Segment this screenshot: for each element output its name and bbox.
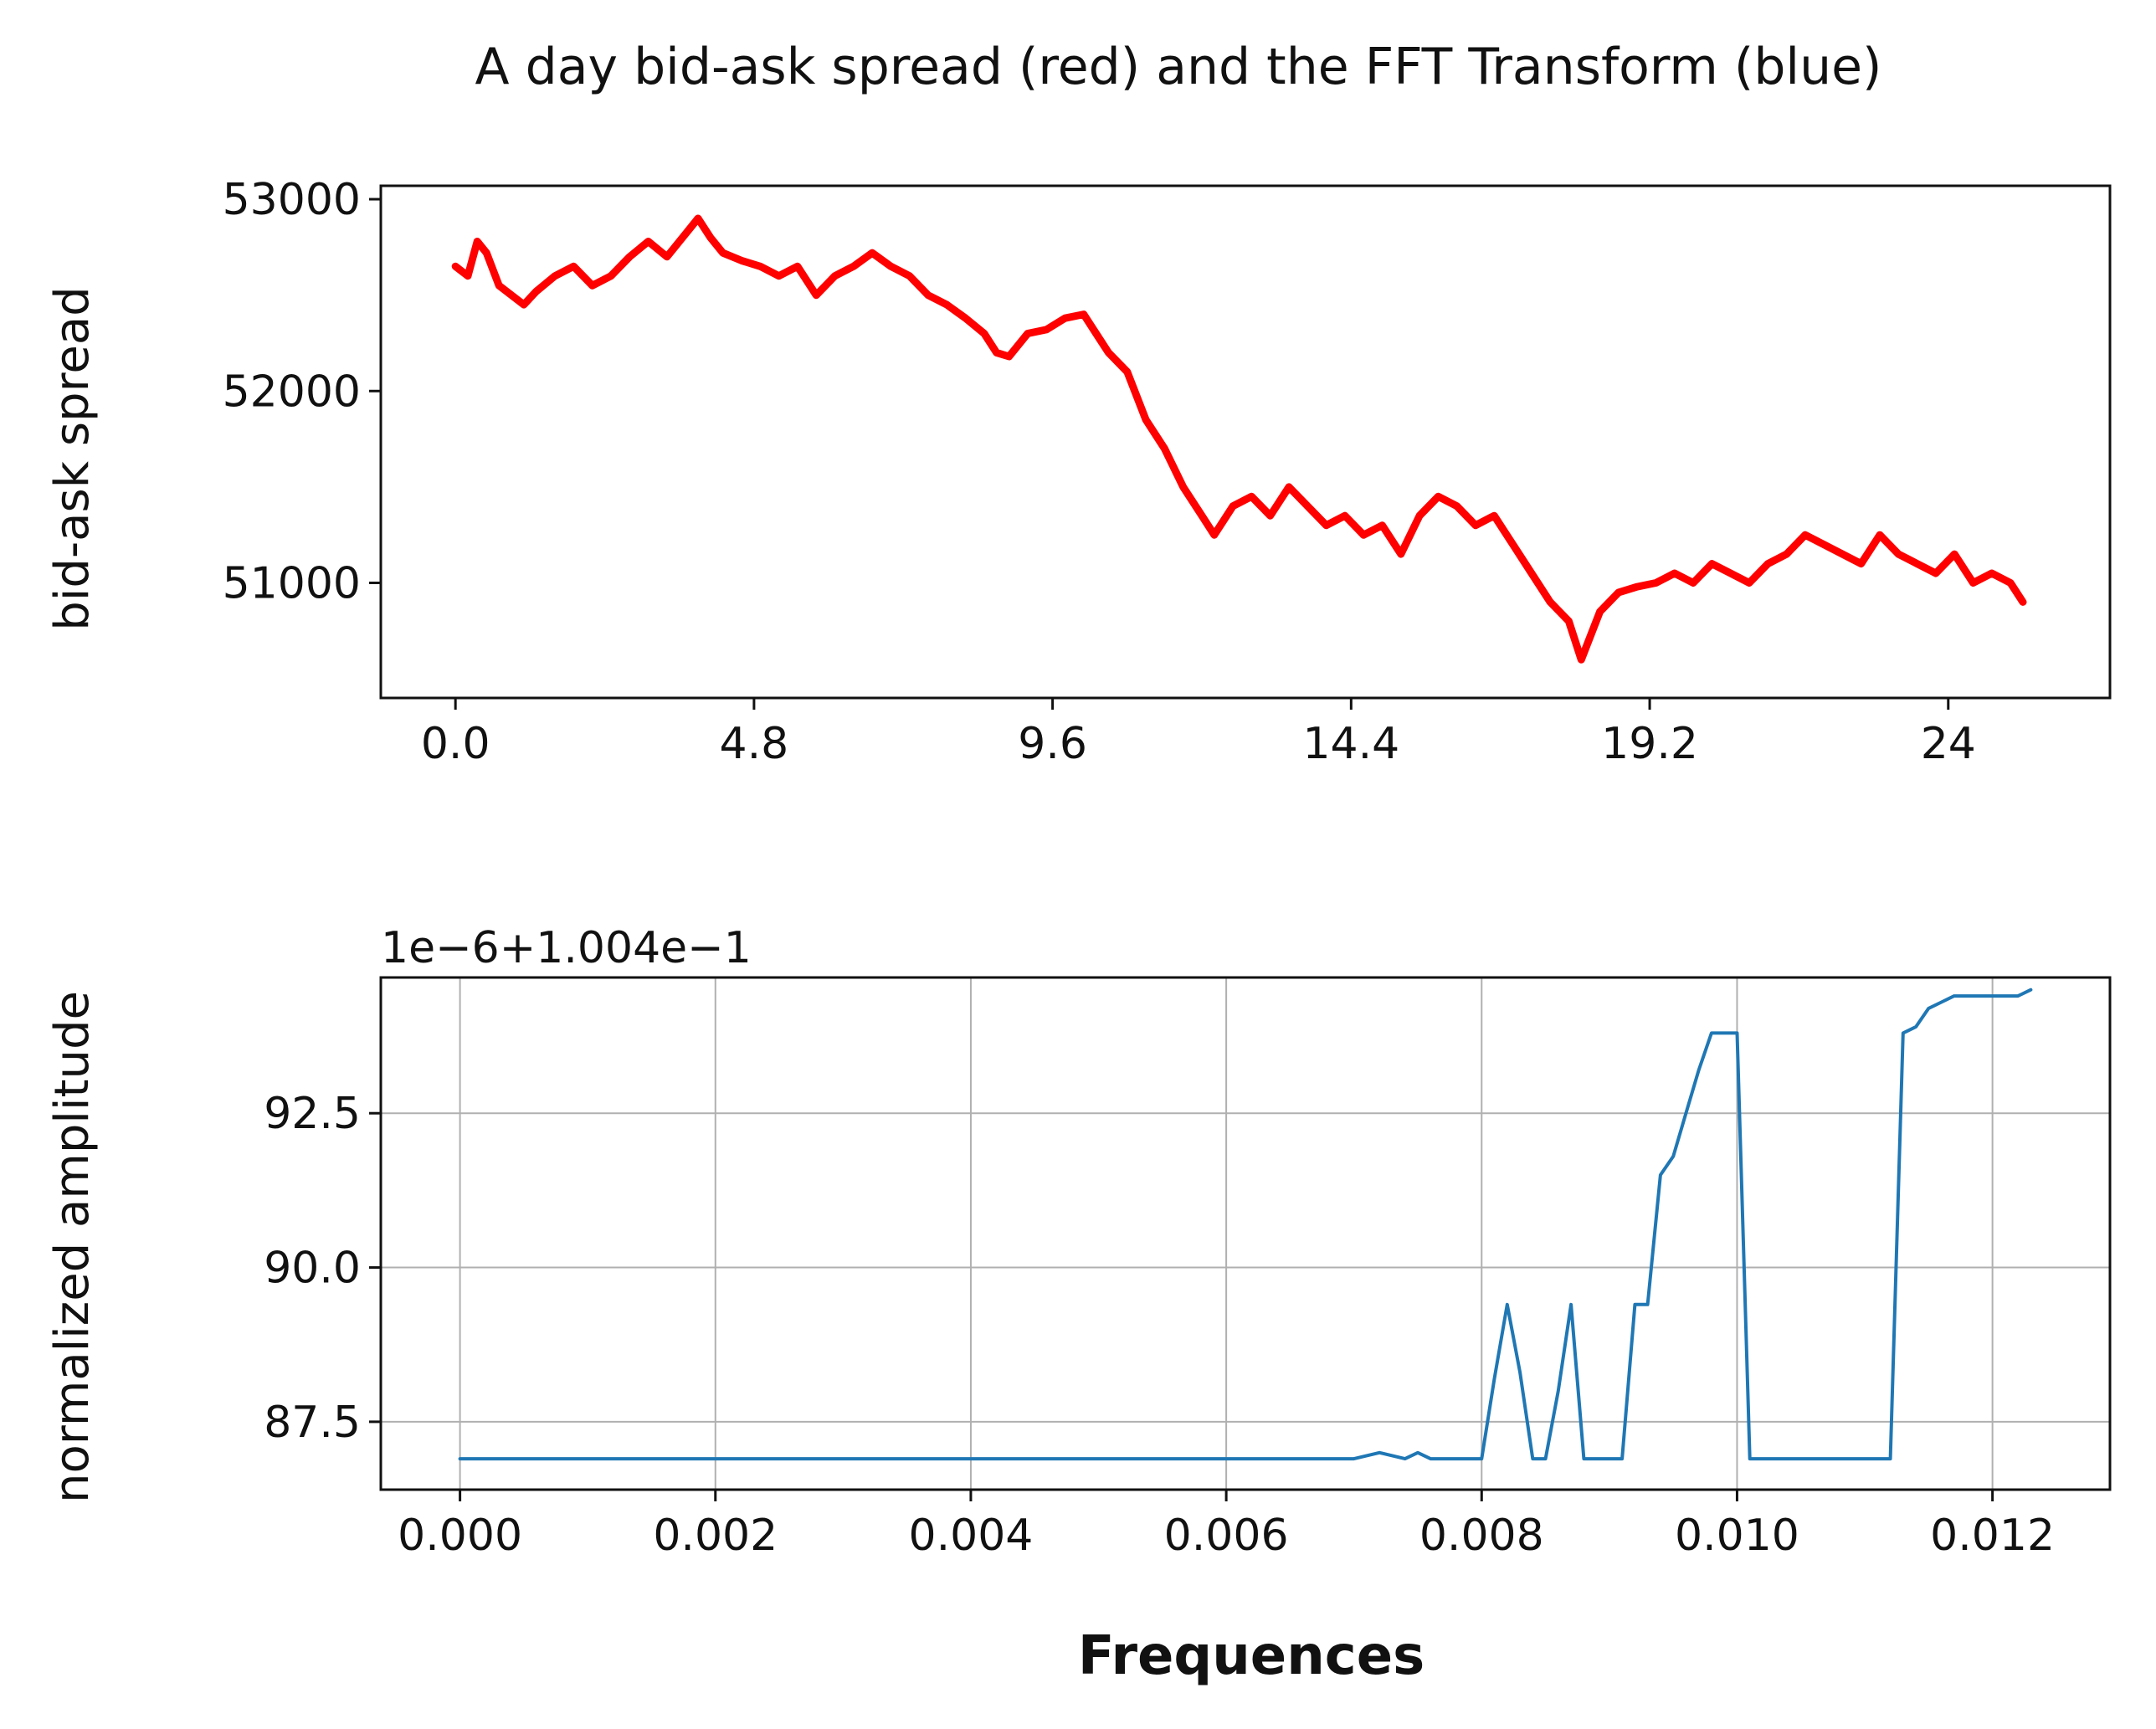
- bottom-plot-frame: [379, 976, 2112, 1491]
- fft-amplitude-series: [458, 988, 2033, 1461]
- x-tick-label: 24: [1921, 719, 1976, 769]
- y-ticks-bottom: 87.5 90.0 92.5: [264, 1089, 381, 1448]
- fft-amplitude-panel: 0.000 0.002 0.004 0.006 0.008 0.010 0.012 87.5…: [45, 923, 2112, 1687]
- bid-ask-spread-series: [451, 214, 2027, 664]
- top-plot-frame: [379, 184, 2112, 700]
- x-tick-label: 0.010: [1675, 1511, 1799, 1561]
- x-tick-label: 19.2: [1601, 719, 1698, 769]
- y-tick-label: 92.5: [264, 1089, 361, 1139]
- y-offset-text: 1e−6+1.004e−1: [381, 923, 752, 973]
- series-line: [458, 988, 2033, 1461]
- bottom-x-axis-label: Frequences: [1078, 1625, 1424, 1687]
- x-tick-label: 0.002: [653, 1511, 778, 1561]
- x-tick-label: 0.004: [909, 1511, 1034, 1561]
- x-tick-label: 0.000: [398, 1511, 522, 1561]
- x-tick-label: 0.008: [1419, 1511, 1544, 1561]
- y-tick-label: 90.0: [264, 1244, 361, 1294]
- y-tick-label: 53000: [223, 175, 361, 225]
- figure-title: A day bid-ask spread (red) and the FFT T…: [475, 38, 1882, 96]
- bottom-y-axis-label: normalized amplitude: [45, 991, 100, 1503]
- bid-ask-spread-panel: 0.0 4.8 9.6 14.4 19.2 24 51000 52000 53000 bid-…: [45, 175, 2112, 769]
- x-ticks-bottom: 0.000 0.002 0.004 0.006 0.008 0.010 0.012: [398, 1490, 2055, 1561]
- top-y-axis-label: bid-ask spread: [45, 286, 100, 630]
- series-line: [451, 214, 2027, 664]
- y-tick-label: 52000: [223, 367, 361, 417]
- x-tick-label: 14.4: [1302, 719, 1399, 769]
- x-tick-label: 0.012: [1930, 1511, 2055, 1561]
- y-tick-label: 87.5: [264, 1398, 361, 1448]
- x-tick-label: 0.006: [1164, 1511, 1289, 1561]
- x-tick-label: 4.8: [720, 719, 789, 769]
- x-tick-label: 9.6: [1018, 719, 1087, 769]
- y-ticks-top: 51000 52000 53000: [223, 175, 381, 608]
- y-tick-label: 51000: [223, 558, 361, 608]
- x-ticks-top: 0.0 4.8 9.6 14.4 19.2 24: [421, 698, 1976, 769]
- grid-lines-bottom: [381, 977, 2110, 1490]
- x-tick-label: 0.0: [421, 719, 490, 769]
